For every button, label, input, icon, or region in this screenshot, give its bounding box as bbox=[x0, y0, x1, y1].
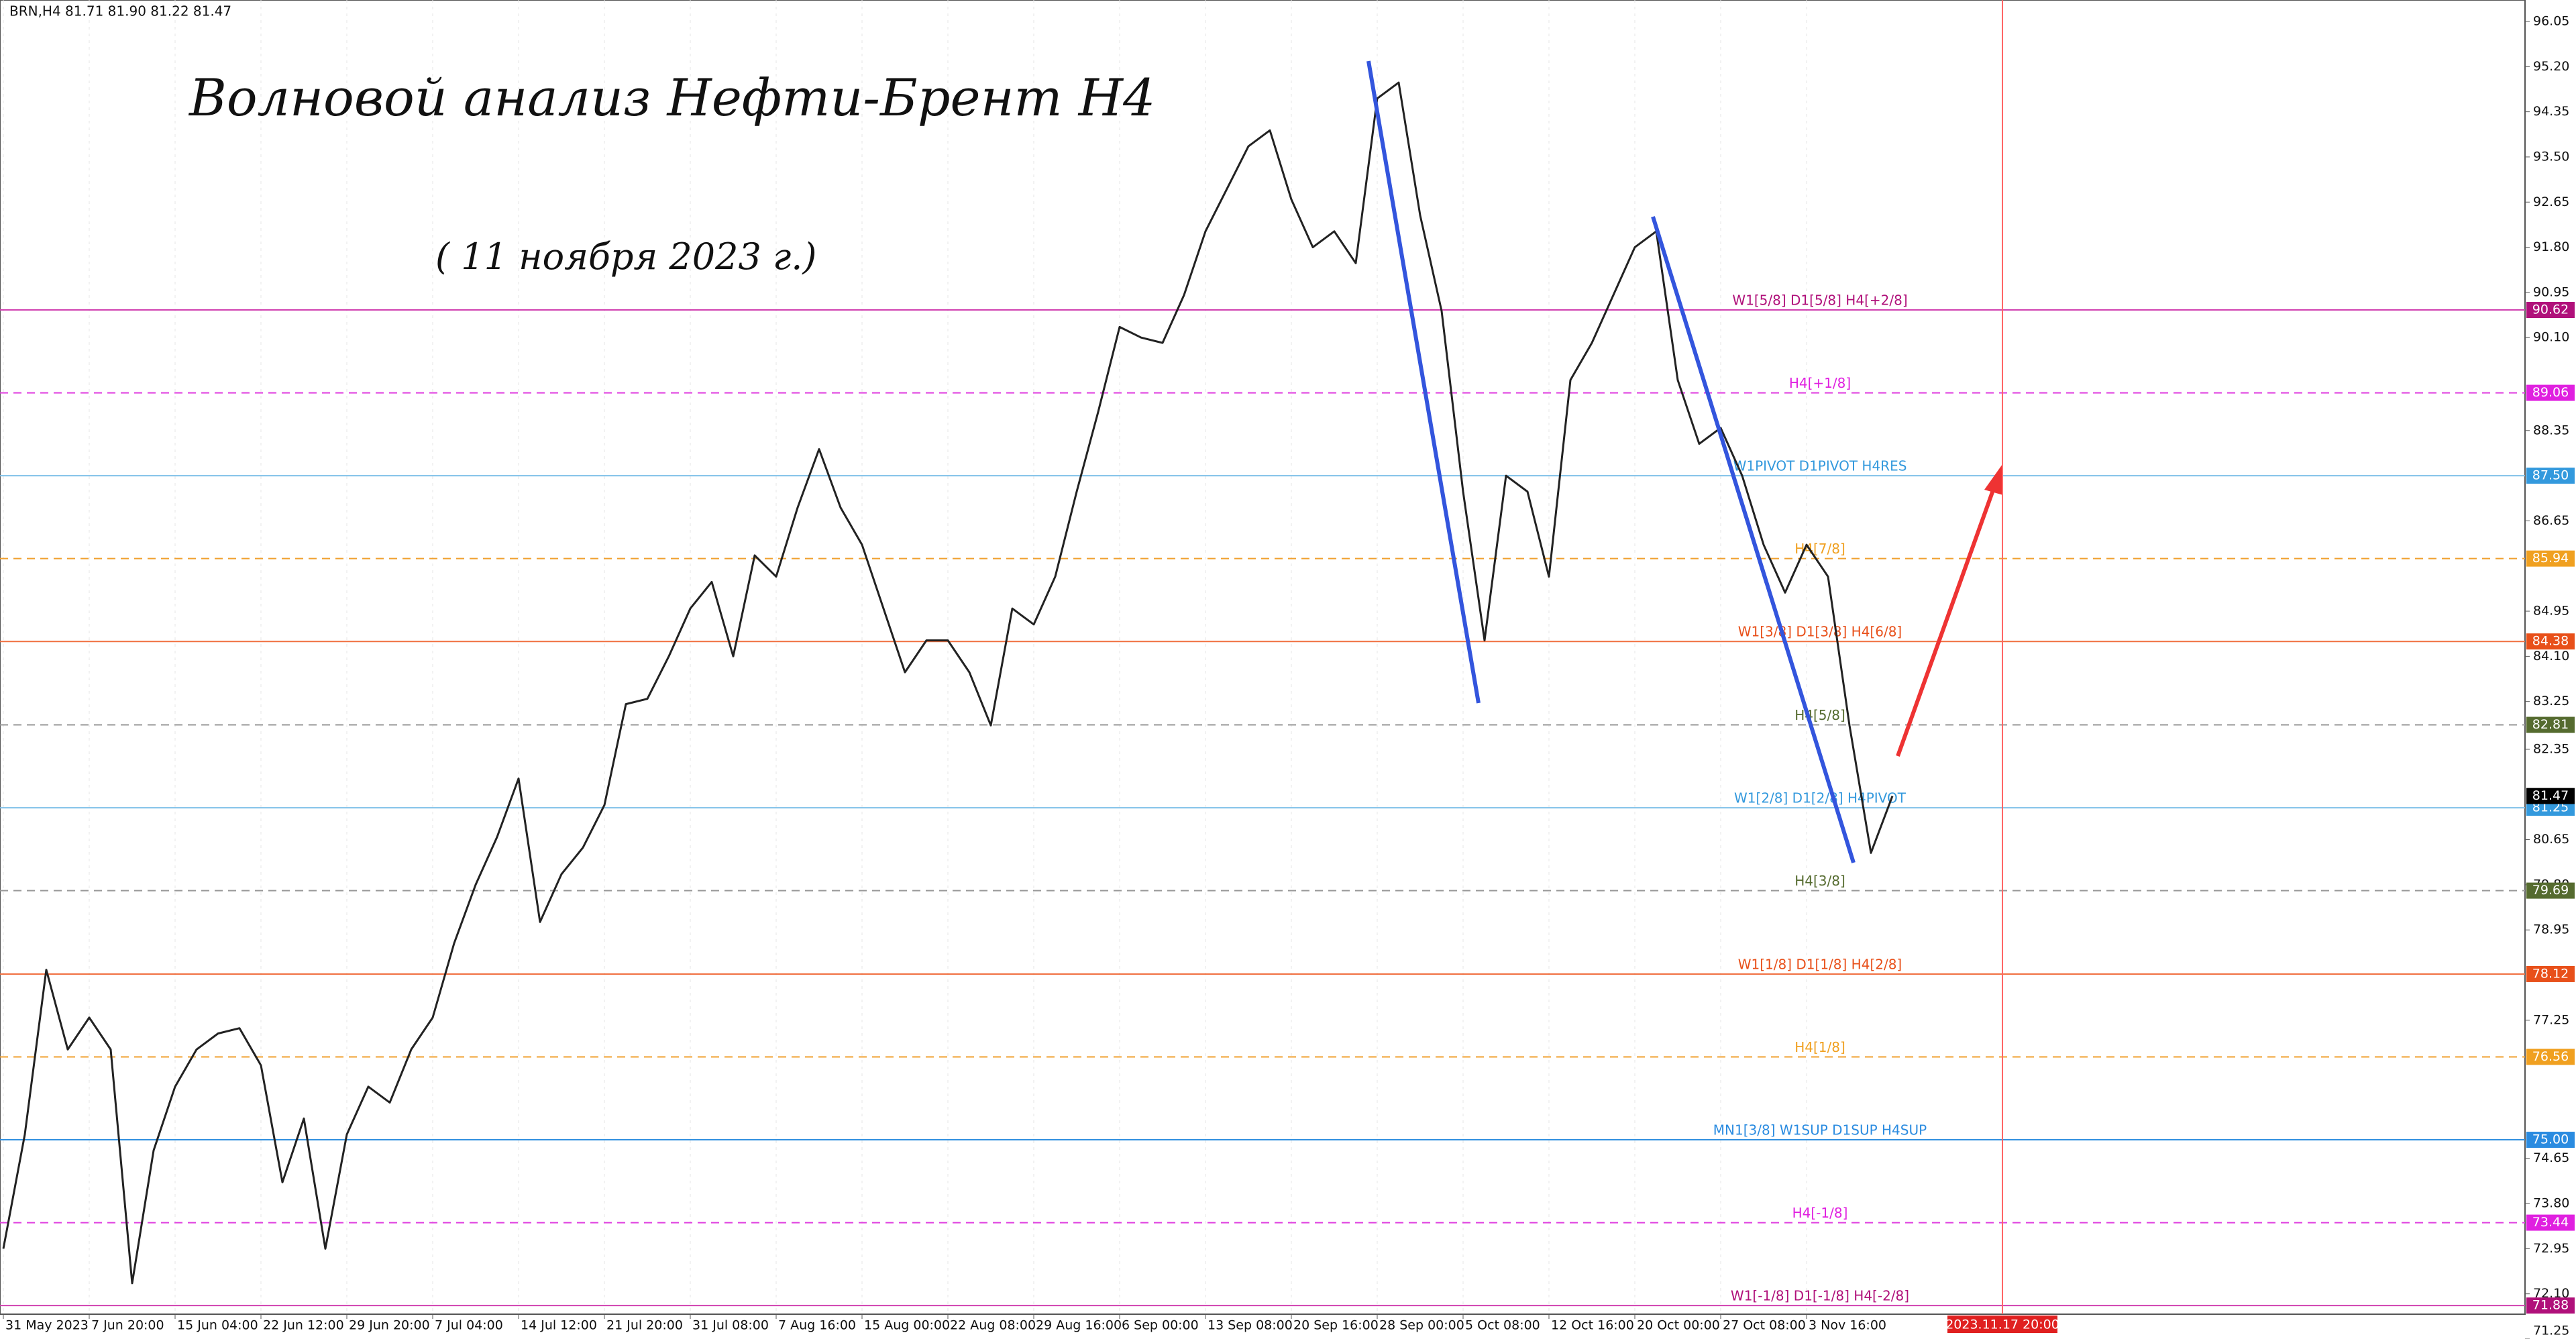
y-tick-label: 90.10 bbox=[2533, 330, 2569, 345]
price-box-label: 82.81 bbox=[2532, 717, 2569, 732]
x-tick-label: 6 Sep 00:00 bbox=[1122, 1318, 1199, 1333]
x-tick-label: 13 Sep 08:00 bbox=[1208, 1318, 1293, 1333]
price-box bbox=[2526, 384, 2575, 401]
price-box bbox=[2526, 550, 2575, 567]
level-label: H4[+1/8] bbox=[1789, 375, 1851, 391]
forecast-arrow bbox=[1896, 487, 1996, 757]
price-box-label: 71.88 bbox=[2532, 1298, 2569, 1313]
x-tick-label: 5 Oct 08:00 bbox=[1465, 1318, 1540, 1333]
level-label: H4[5/8] bbox=[1794, 707, 1845, 723]
price-series bbox=[2, 81, 1894, 1285]
price-box-label: 85.94 bbox=[2532, 551, 2569, 566]
price-box-label: 87.50 bbox=[2532, 468, 2569, 483]
price-box-label: 76.56 bbox=[2532, 1049, 2569, 1064]
price-box-label: 84.38 bbox=[2532, 634, 2569, 649]
x-tick-label: 22 Aug 08:00 bbox=[950, 1318, 1036, 1333]
level-label: W1[5/8] D1[5/8] H4[+2/8] bbox=[1732, 292, 1907, 309]
level-label: MN1[3/8] W1SUP D1SUP H4SUP bbox=[1713, 1122, 1927, 1138]
y-tick-label: 72.95 bbox=[2533, 1241, 2569, 1256]
header: BRN,H4 81.71 81.90 81.22 81.47 bbox=[9, 3, 231, 19]
price-box bbox=[2526, 882, 2575, 899]
arrow-head bbox=[1984, 464, 2003, 495]
cursor-box bbox=[1947, 1316, 2057, 1333]
level-label: W1[2/8] D1[2/8] H4PIVOT bbox=[1734, 790, 1907, 806]
price-box bbox=[2526, 965, 2575, 982]
y-tick-label: 74.65 bbox=[2533, 1150, 2569, 1165]
last-price-box bbox=[2526, 788, 2575, 804]
x-tick-label: 20 Sep 16:00 bbox=[1293, 1318, 1379, 1333]
price-box bbox=[2526, 302, 2575, 319]
y-tick-label: 80.65 bbox=[2533, 832, 2569, 847]
x-tick-label: 14 Jul 12:00 bbox=[521, 1318, 597, 1333]
price-axis: 31 May 2023 7 Jun 20:00 15 Jun 04:00 22 Jun… bbox=[3, 14, 2575, 1339]
y-tick-label: 73.80 bbox=[2533, 1196, 2569, 1211]
price-box-label: 79.69 bbox=[2532, 883, 2569, 898]
last-price-label: 81.47 bbox=[2532, 788, 2569, 803]
x-tick-label: 29 Jun 20:00 bbox=[349, 1318, 430, 1333]
price-box-label: 89.06 bbox=[2532, 385, 2569, 400]
y-tick-label: 88.35 bbox=[2533, 423, 2569, 437]
y-tick-label: 96.05 bbox=[2533, 14, 2569, 29]
levels: W1[5/8] D1[5/8] H4[+2/8] H4[+1/8] W1PIVOT … bbox=[0, 292, 2525, 1307]
price-box bbox=[2526, 468, 2575, 484]
price-box bbox=[2526, 1132, 2575, 1148]
x-tick-label: 7 Jul 04:00 bbox=[435, 1318, 503, 1333]
x-tick-label: 15 Jun 04:00 bbox=[177, 1318, 258, 1333]
y-tick-label: 86.65 bbox=[2533, 513, 2569, 528]
chart-subtitle: ( 11 ноября 2023 г.) bbox=[435, 235, 817, 278]
y-tick-label: 94.35 bbox=[2533, 104, 2569, 119]
level-label: H4[1/8] bbox=[1794, 1039, 1845, 1055]
level-label: H4[-1/8] bbox=[1792, 1205, 1848, 1221]
x-tick-label: 21 Jul 20:00 bbox=[606, 1318, 683, 1333]
x-tick-label: 7 Aug 16:00 bbox=[778, 1318, 856, 1333]
level-label: W1[3/8] D1[3/8] H4[6/8] bbox=[1738, 624, 1902, 640]
level-label: H4[3/8] bbox=[1794, 873, 1845, 889]
x-tick-label: 31 May 2023 bbox=[5, 1318, 89, 1333]
y-tick-label: 95.20 bbox=[2533, 59, 2569, 74]
y-tick-label: 92.65 bbox=[2533, 195, 2569, 209]
y-tick-label: 90.95 bbox=[2533, 284, 2569, 299]
cursor-time: 2023.11.17 20:00 bbox=[1945, 1318, 2059, 1332]
plot-area bbox=[0, 0, 2526, 1315]
y-tick-label: 93.50 bbox=[2533, 149, 2569, 164]
price-box bbox=[2526, 633, 2575, 650]
x-tick-label: 15 Aug 00:00 bbox=[864, 1318, 950, 1333]
level-label: W1[1/8] D1[1/8] H4[2/8] bbox=[1738, 956, 1902, 972]
x-tick-label: 3 Nov 16:00 bbox=[1809, 1318, 1886, 1333]
x-tick-label: 20 Oct 00:00 bbox=[1637, 1318, 1720, 1333]
price-line bbox=[2, 81, 1894, 1285]
x-tick-label: 22 Jun 12:00 bbox=[263, 1318, 344, 1333]
price-box-label: 75.00 bbox=[2532, 1132, 2569, 1147]
y-tick-label: 77.25 bbox=[2533, 1012, 2569, 1027]
price-box bbox=[2526, 1049, 2575, 1065]
x-tick-label: 27 Oct 08:00 bbox=[1723, 1318, 1806, 1333]
x-tick-label: 29 Aug 16:00 bbox=[1036, 1318, 1122, 1333]
y-tick-label: 83.25 bbox=[2533, 694, 2569, 708]
level-label: W1[-1/8] D1[-1/8] H4[-2/8] bbox=[1731, 1288, 1909, 1304]
y-tick-label: 78.95 bbox=[2533, 922, 2569, 937]
price-box-label: 73.44 bbox=[2532, 1215, 2569, 1230]
price-box-label: 90.62 bbox=[2532, 303, 2569, 317]
x-tick-label: 28 Sep 00:00 bbox=[1379, 1318, 1464, 1333]
price-box bbox=[2526, 1297, 2575, 1314]
price-box bbox=[2526, 716, 2575, 733]
trend-line bbox=[1699, 370, 1768, 584]
x-tick-label: 12 Oct 16:00 bbox=[1551, 1318, 1634, 1333]
y-tick-label: 82.35 bbox=[2533, 741, 2569, 756]
price-box-label: 78.12 bbox=[2532, 966, 2569, 981]
x-tick-label: 31 Jul 08:00 bbox=[692, 1318, 769, 1333]
x-tick-label: 7 Jun 20:00 bbox=[91, 1318, 164, 1333]
chart-title: Волновой анализ Нефти-Брент H4 bbox=[188, 68, 1155, 127]
y-tick-label: 72.10 bbox=[2533, 1286, 2569, 1301]
price-box bbox=[2526, 1214, 2575, 1231]
trend-line bbox=[1366, 60, 1481, 704]
y-tick-label: 91.80 bbox=[2533, 239, 2569, 254]
level-label: W1PIVOT D1PIVOT H4RES bbox=[1733, 458, 1907, 474]
y-tick-label: 84.95 bbox=[2533, 604, 2569, 619]
grid bbox=[3, 0, 1807, 1314]
y-tick-label: 84.10 bbox=[2533, 649, 2569, 663]
y-tick-label: 71.25 bbox=[2533, 1324, 2569, 1338]
